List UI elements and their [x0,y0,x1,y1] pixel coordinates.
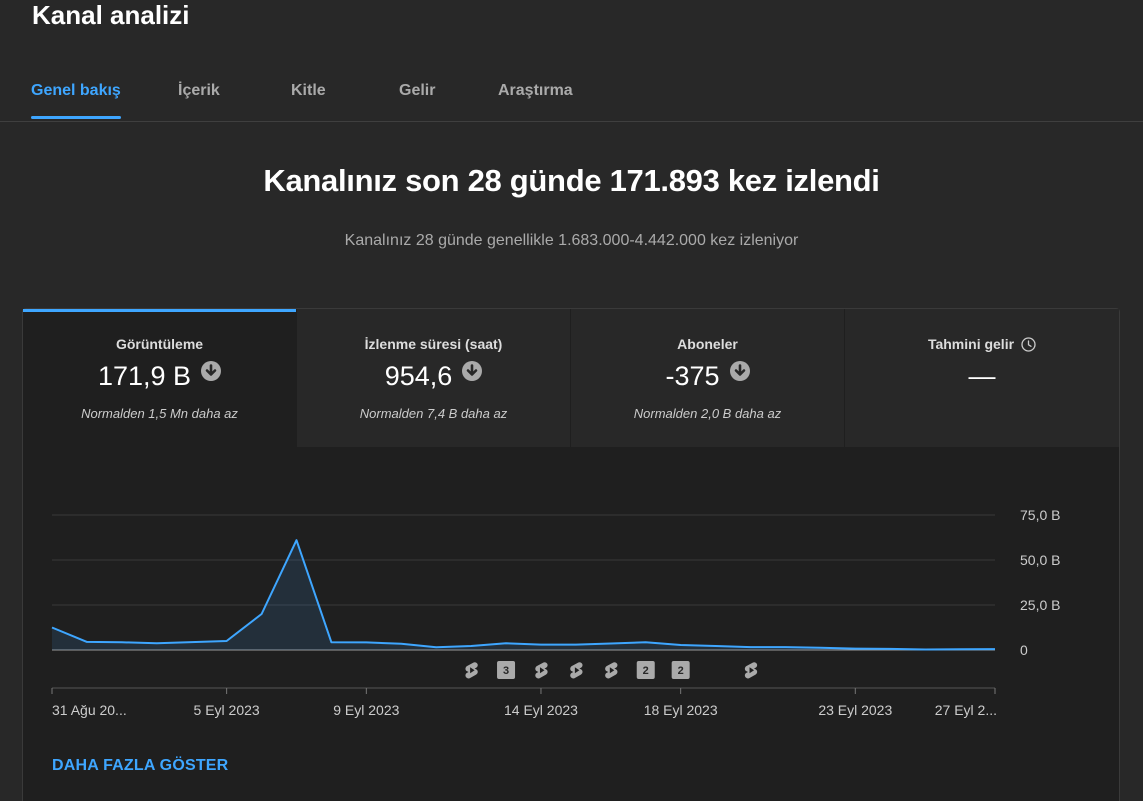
views-line [51,539,996,651]
tab-overview[interactable]: Genel bakış [31,82,121,99]
page-title: Kanal analizi [32,0,190,30]
arrow-down-circle-icon [729,361,750,381]
metric-watch-time[interactable]: İzlenme süresi (saat) 954,6 Normalden 7,… [297,309,571,447]
tab-research[interactable]: Araştırma [498,82,573,99]
video-count-marker [497,661,516,679]
y-tick-label: 25,0 B [1020,597,1060,613]
arrow-down-circle-icon [462,361,483,381]
metric-value-row: 171,9 B [23,361,296,392]
tab-revenue[interactable]: Gelir [399,82,436,99]
metric-value: 954,6 [384,361,453,391]
metric-value-row: -375 [571,361,844,392]
summary-subtext: Kanalınız 28 günde genellikle 1.683.000-… [344,232,799,249]
shorts-icon-play [749,667,755,674]
x-tick-label: 14 Eyl 2023 [504,702,578,718]
metric-value-row: 954,6 [297,361,570,392]
y-tick-label: 50,0 B [1020,552,1060,568]
x-tick-label: 31 Ağu 20... [52,702,127,718]
video-count-marker [636,661,655,679]
clock-icon[interactable] [1021,337,1036,352]
views-area [52,540,995,650]
summary-headline: Kanalınız son 28 günde 171.893 kez izlen… [263,163,880,198]
shorts-icon-play [609,667,615,674]
metric-note: Normalden 2,0 B daha az [633,406,782,421]
metric-note: Normalden 1,5 Mn daha az [81,406,238,421]
video-count-label: 2 [678,665,684,677]
tab-audience[interactable]: Kitle [291,82,326,99]
metric-note: Normalden 7,4 B daha az [359,406,508,421]
x-tick-label: 23 Eyl 2023 [818,702,892,718]
shorts-icon [535,662,548,679]
y-tick-label: 0 [1020,642,1028,658]
metric-label: Görüntüleme [115,336,204,352]
shorts-icon [570,662,583,679]
show-more-button[interactable]: DAHA FAZLA GÖSTER [52,757,229,774]
metric-value: — [968,361,996,391]
x-tick-label: 27 Eyl 2... [935,702,997,718]
metric-subscribers[interactable]: Aboneler -375 Normalden 2,0 B daha az [571,309,845,447]
metric-label: İzlenme süresi (saat) [364,336,503,352]
metric-value: 171,9 B [97,361,192,391]
active-metric-indicator [23,309,296,312]
tab-bar: Genel bakış İçerik Kitle Gelir Araştırma [0,60,1143,122]
x-tick-label: 18 Eyl 2023 [644,702,718,718]
metric-value: -375 [665,361,720,391]
shorts-icon-play [470,667,475,674]
shorts-icon [744,662,758,679]
tab-content[interactable]: İçerik [178,82,220,99]
y-tick-label: 75,0 B [1020,507,1060,523]
video-count-label: 3 [503,665,509,677]
metric-label: Aboneler [677,336,738,352]
active-tab-indicator [31,116,121,119]
metric-label-row: Tahmini gelir [845,336,1119,352]
shorts-icon [605,662,618,679]
video-count-label: 2 [643,665,649,677]
metric-label: Tahmini gelir [927,336,1015,352]
arrow-down-circle-icon [201,361,222,381]
x-tick-label: 5 Eyl 2023 [194,702,260,718]
x-tick-label: 9 Eyl 2023 [333,702,399,718]
shorts-icon-play [574,667,580,674]
shorts-icon-play [539,667,545,674]
metric-views[interactable]: Görüntüleme 171,9 B Normalden 1,5 Mn dah… [23,309,297,447]
shorts-icon [465,662,478,679]
metric-estimated-revenue[interactable]: Tahmini gelir — [845,309,1119,447]
analytics-card: Görüntüleme 171,9 B Normalden 1,5 Mn dah… [22,308,1120,801]
video-count-marker [671,661,690,679]
